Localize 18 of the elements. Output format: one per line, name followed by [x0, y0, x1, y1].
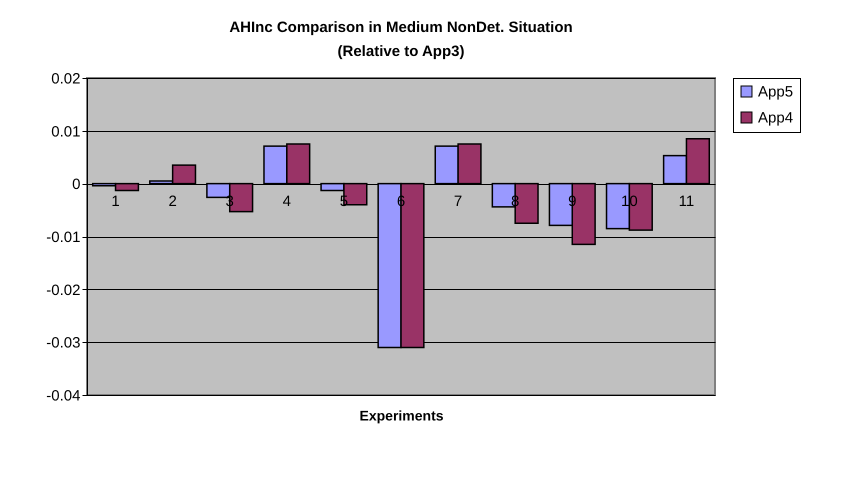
legend-label: App5 — [758, 84, 794, 100]
y-tick-label: -0.02 — [46, 282, 80, 299]
text: AHInc Comparison in Medium NonDet. Situation — [229, 19, 573, 36]
y-tick-label: 0 — [72, 176, 80, 194]
x-axis-title: Experiments — [359, 408, 444, 424]
x-tick-label: 4 — [282, 193, 291, 210]
text: (Relative to App3) — [338, 43, 464, 60]
x-tick-label: 11 — [678, 193, 694, 210]
x-tick-label: 7 — [454, 193, 462, 210]
legend-label: App4 — [758, 110, 794, 126]
y-tick-label: 0.02 — [51, 70, 80, 88]
y-tick-label: 0.01 — [51, 123, 80, 140]
y-tick-label: -0.04 — [46, 388, 80, 404]
y-tick-label: -0.03 — [46, 334, 80, 352]
y-tick-label: -0.01 — [46, 229, 80, 246]
x-tick-label: 1 — [111, 193, 120, 210]
x-tick-label: 10 — [621, 193, 638, 210]
x-tick-label: 2 — [168, 193, 177, 210]
